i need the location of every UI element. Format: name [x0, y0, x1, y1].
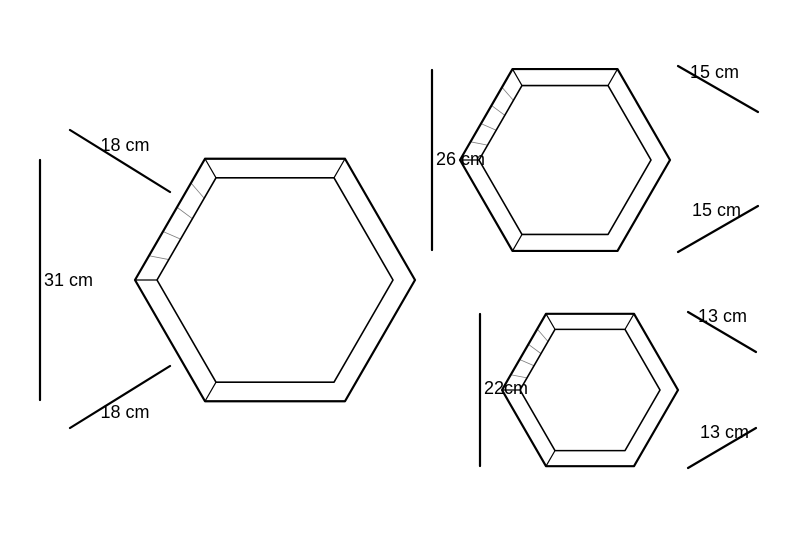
hex-texture-medium-1 — [481, 124, 496, 131]
hexagon-large — [135, 159, 415, 401]
hex-edge-large-4 — [205, 159, 216, 178]
hex-edge-medium-5 — [608, 69, 618, 85]
hex-texture-medium-0 — [471, 142, 488, 145]
hex-texture-large-3 — [191, 183, 204, 198]
hex-edge-small-2 — [546, 451, 555, 467]
hex-outer-large — [135, 159, 415, 401]
hex-texture-small-3 — [537, 329, 548, 341]
hex-inner-small — [520, 329, 660, 450]
hex-edge-large-5 — [334, 159, 345, 178]
dim-label-large-top: 18 cm — [100, 135, 149, 155]
dim-label-large-height: 31 cm — [44, 270, 93, 290]
dim-label-large-bottom: 18 cm — [100, 402, 149, 422]
dim-label-small-bottom: 13 cm — [700, 422, 749, 442]
hexagon-small — [502, 314, 678, 466]
hex-edge-small-5 — [625, 314, 634, 330]
hexagon-dimension-diagram: 31 cm 18 cm 18 cm 26 cm 15 cm 15 cm 22cm 13 cm 1… — [0, 0, 800, 533]
hex-texture-small-1 — [520, 360, 534, 366]
hex-texture-large-0 — [149, 256, 169, 260]
hex-outer-small — [502, 314, 678, 466]
hex-texture-large-2 — [177, 207, 192, 218]
hex-inner-medium — [479, 86, 651, 235]
hex-edge-medium-4 — [513, 69, 523, 85]
hex-edge-large-2 — [205, 382, 216, 401]
hex-texture-medium-2 — [492, 105, 505, 115]
dim-label-medium-top: 15 cm — [690, 62, 739, 82]
dim-label-medium-height: 26 cm — [436, 149, 485, 169]
hex-inner-large — [157, 178, 393, 382]
hex-texture-medium-3 — [502, 87, 513, 100]
hex-edge-medium-2 — [513, 234, 523, 250]
dim-label-medium-bottom: 15 cm — [692, 200, 741, 220]
hexagon-medium — [460, 69, 670, 251]
hex-texture-large-1 — [163, 232, 181, 240]
hex-edge-small-4 — [546, 314, 555, 330]
hex-texture-small-2 — [528, 344, 541, 353]
dim-label-small-top: 13 cm — [698, 306, 747, 326]
dim-label-small-height: 22cm — [484, 378, 528, 398]
hex-outer-medium — [460, 69, 670, 251]
